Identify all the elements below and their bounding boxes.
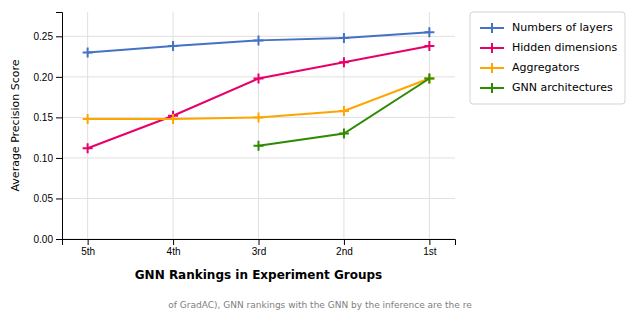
- tick: 1st: [423, 239, 437, 257]
- tick: 0.05: [34, 193, 62, 204]
- tick: 0.00: [34, 234, 62, 245]
- tick: 3rd: [252, 239, 266, 257]
- tick-label: 0.10: [34, 153, 54, 164]
- tick-label: 0.15: [34, 112, 54, 123]
- legend-item: Aggregators: [480, 61, 580, 74]
- tick-label: 0.05: [34, 193, 54, 204]
- grid-line: [343, 12, 344, 239]
- tick: 0.15: [34, 112, 62, 123]
- tick-label: 5th: [81, 246, 95, 257]
- legend-label: Hidden dimensions: [512, 41, 618, 54]
- legend-marker: [487, 63, 497, 73]
- tick-label: 1st: [423, 246, 437, 257]
- marker: [83, 143, 93, 153]
- annotation: of GradAC), GNN rankings with the GNN by…: [168, 300, 472, 310]
- tick-mark: [344, 239, 345, 245]
- tick-mark: [56, 239, 62, 240]
- marker: [339, 33, 349, 43]
- tick-mark: [259, 239, 260, 245]
- tick-mark: [56, 198, 62, 199]
- series-group: [83, 27, 435, 153]
- marker: [424, 73, 434, 83]
- tick-label: 3rd: [252, 246, 266, 257]
- y-axis: 0.00 0.05 0.10 0.15 0.20 0.25: [34, 13, 63, 245]
- legend-frame: [470, 12, 625, 104]
- legend-label: Aggregators: [512, 61, 580, 74]
- tick: 0.10: [34, 153, 62, 164]
- tick-mark: [88, 239, 89, 245]
- tick-label: 0.25: [34, 31, 54, 42]
- marker: [168, 41, 178, 51]
- marker: [168, 114, 178, 124]
- tick-mark: [173, 239, 174, 245]
- legend-marker: [487, 83, 497, 93]
- legend-item: Numbers of layers: [480, 21, 613, 34]
- marker: [424, 27, 434, 37]
- grid-line: [87, 12, 88, 239]
- legend-item: GNN architectures: [480, 81, 613, 94]
- marker: [339, 129, 349, 139]
- tick: 5th: [81, 239, 95, 257]
- legend-label: Numbers of layers: [512, 21, 613, 34]
- x-axis: 5th 4th 3rd 2nd 1st: [63, 239, 456, 257]
- chart: 0.00 0.05 0.10 0.15 0.20 0.25 5th 4th 3rd 2nd 1st A…: [0, 0, 640, 314]
- tick: 2nd: [336, 239, 353, 257]
- tick-mark: [56, 158, 62, 159]
- tick-mark: [429, 239, 430, 245]
- grid-line: [258, 12, 259, 239]
- tick-mark: [56, 117, 62, 118]
- legend-marker: [487, 23, 497, 33]
- tick: 0.25: [34, 31, 62, 42]
- marker: [254, 141, 264, 151]
- line: [88, 46, 430, 148]
- line: [259, 78, 430, 145]
- line: [88, 32, 430, 52]
- tick-label: 0.20: [34, 72, 54, 83]
- y-axis-title: Average Precision Score: [9, 59, 22, 191]
- tick: 0.20: [34, 72, 62, 83]
- tick-label: 0.00: [34, 234, 54, 245]
- marker: [254, 73, 264, 83]
- legend-item: Hidden dimensions: [480, 41, 618, 54]
- legend-marker: [487, 43, 497, 53]
- marker: [424, 41, 434, 51]
- plot-area: 0.00 0.05 0.10 0.15 0.20 0.25 5th 4th 3rd 2nd 1st: [34, 12, 456, 257]
- tick-mark: [56, 36, 62, 37]
- tick: 4th: [167, 239, 181, 257]
- grid: [62, 12, 455, 239]
- marker: [254, 112, 264, 122]
- marker: [339, 57, 349, 67]
- marker: [83, 48, 93, 58]
- marker: [254, 35, 264, 45]
- x-axis-title: GNN Rankings in Experiment Groups: [135, 268, 382, 282]
- marker: [339, 106, 349, 116]
- tick-label: 2nd: [336, 246, 353, 257]
- marker: [424, 73, 434, 83]
- marker: [83, 114, 93, 124]
- legend: Numbers of layers Hidden dimensions Aggreg…: [470, 12, 625, 104]
- tick-mark: [56, 77, 62, 78]
- legend-label: GNN architectures: [512, 81, 613, 94]
- axis-line: [56, 13, 63, 240]
- tick-label: 4th: [167, 246, 181, 257]
- axis-line: [63, 240, 456, 246]
